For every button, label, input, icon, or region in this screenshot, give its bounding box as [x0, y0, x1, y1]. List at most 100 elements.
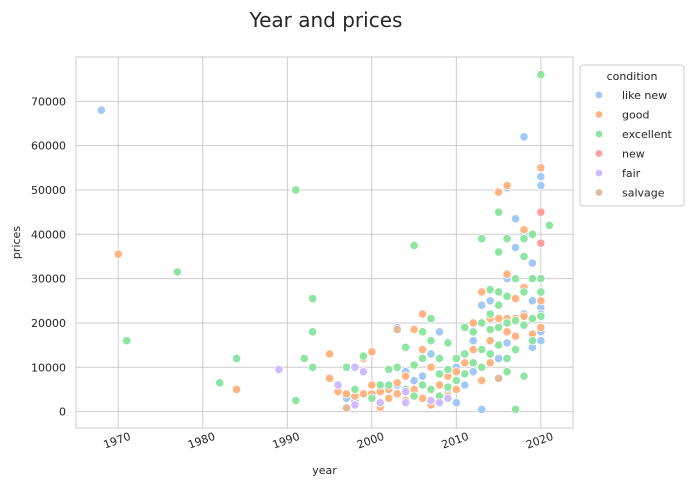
data-point: [536, 336, 546, 346]
legend-label: new: [622, 148, 645, 161]
legend-frame: [579, 64, 685, 207]
data-point: [451, 367, 461, 377]
data-point: [401, 398, 411, 408]
data-point: [536, 70, 546, 80]
data-point: [333, 380, 343, 390]
data-point: [384, 393, 394, 403]
data-point: [392, 378, 402, 388]
data-point: [527, 258, 538, 268]
data-point: [358, 367, 368, 377]
data-point: [468, 327, 478, 337]
data-point: [502, 327, 512, 337]
data-point: [510, 242, 521, 253]
legend-title: condition: [607, 70, 658, 83]
data-point: [502, 318, 512, 328]
y-tick-label: 20000: [31, 317, 66, 330]
data-point: [451, 398, 461, 408]
data-point: [527, 296, 538, 306]
data-point: [536, 311, 546, 321]
x-tick-label: 1970: [102, 430, 133, 452]
data-point: [477, 362, 487, 372]
data-point: [502, 338, 512, 348]
x-tick-labels: 1970 1980 1990 2000 2010 2020: [102, 430, 555, 452]
data-point: [341, 389, 352, 399]
data-point: [443, 338, 453, 348]
y-tick-label: 40000: [31, 228, 66, 241]
data-point: [358, 351, 368, 361]
data-point: [527, 229, 538, 239]
data-point: [401, 387, 411, 397]
data-point: [443, 364, 453, 375]
data-point: [341, 403, 352, 413]
data-point: [485, 324, 495, 335]
data-point: [417, 393, 428, 403]
data-point: [510, 214, 521, 224]
data-point: [494, 322, 504, 332]
data-point: [215, 378, 225, 388]
legend-label: good: [622, 109, 649, 122]
legend-marker: [594, 188, 604, 197]
data-point: [417, 380, 428, 390]
data-point: [367, 380, 377, 390]
data-point: [519, 311, 529, 321]
data-point: [460, 369, 470, 379]
data-point: [324, 373, 335, 383]
legend-marker: [594, 110, 604, 119]
data-point: [231, 353, 242, 364]
data-point: [350, 400, 360, 410]
data-point: [451, 375, 461, 386]
x-axis-label: year: [312, 464, 337, 477]
data-point: [536, 172, 546, 182]
data-point: [341, 362, 352, 372]
data-point: [401, 371, 411, 381]
data-point: [113, 249, 123, 259]
legend-label: like new: [622, 89, 667, 102]
data-point: [409, 391, 419, 401]
y-tick-label: 70000: [31, 95, 66, 108]
legend-marker: [594, 129, 604, 139]
data-point: [494, 300, 504, 310]
chart-title: Year and prices: [249, 8, 403, 32]
data-point: [426, 384, 436, 395]
data-points: [96, 70, 554, 414]
data-point: [468, 344, 478, 355]
data-point: [502, 367, 512, 377]
data-point: [426, 362, 436, 372]
data-point: [485, 336, 495, 346]
data-point: [426, 395, 436, 406]
y-tick-label: 60000: [31, 140, 66, 153]
data-point: [350, 384, 360, 395]
data-point: [519, 320, 529, 330]
data-point: [536, 207, 546, 217]
data-point: [426, 313, 436, 324]
data-point: [527, 336, 538, 346]
data-point: [510, 293, 521, 304]
data-point: [510, 316, 521, 326]
data-point: [96, 105, 106, 115]
data-point: [417, 327, 428, 337]
data-point: [477, 318, 487, 328]
data-point: [494, 247, 504, 257]
data-point: [426, 336, 436, 346]
data-point: [274, 364, 284, 375]
data-point: [443, 382, 453, 392]
data-point: [519, 251, 529, 262]
x-tick-label: 1990: [271, 430, 302, 452]
data-point: [409, 240, 419, 250]
data-point: [519, 287, 529, 297]
data-point: [502, 269, 512, 279]
data-point: [384, 364, 394, 375]
data-point: [544, 220, 554, 231]
plot-frame: [75, 56, 574, 429]
y-tick-label: 10000: [31, 361, 66, 374]
data-point: [384, 380, 394, 390]
data-point: [536, 163, 546, 173]
data-point: [536, 296, 546, 306]
data-point: [358, 389, 368, 399]
data-point: [434, 380, 445, 390]
data-point: [350, 362, 360, 372]
data-point: [519, 371, 529, 381]
data-point: [434, 327, 445, 337]
data-point: [536, 287, 546, 297]
